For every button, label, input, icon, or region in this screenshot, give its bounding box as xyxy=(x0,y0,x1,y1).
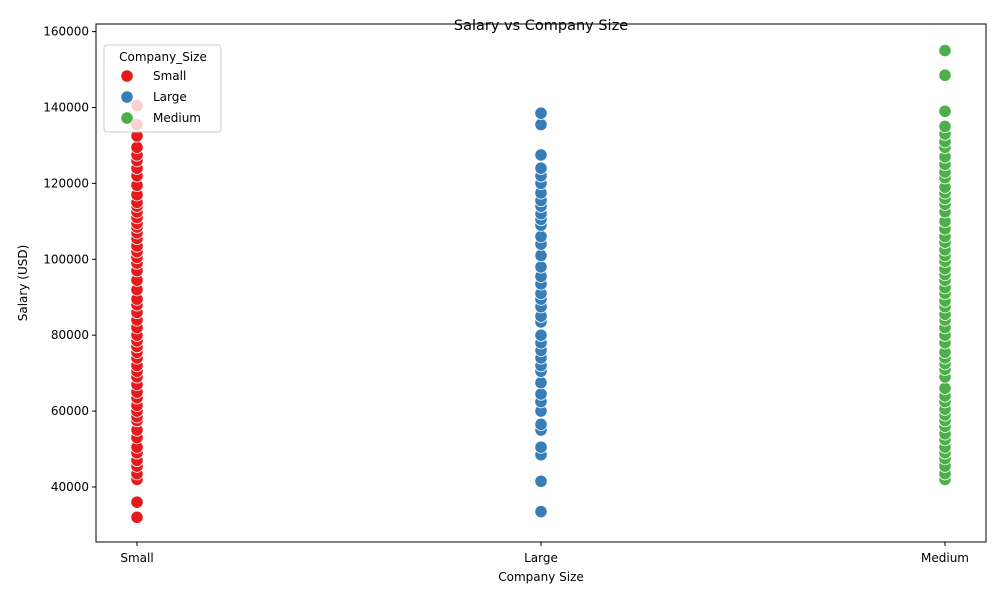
data-point-large xyxy=(534,148,548,162)
y-tick-label: 160000 xyxy=(43,25,89,39)
data-point-small xyxy=(130,140,144,154)
y-axis-ticks: 40000 60000 80000 100000 120000 140000 160000 xyxy=(43,25,96,494)
data-point-small xyxy=(130,510,144,524)
x-tick-label: Small xyxy=(120,551,153,565)
legend-label-large: Large xyxy=(153,90,187,104)
data-point-large xyxy=(534,229,548,244)
data-point-medium xyxy=(938,119,952,134)
data-point-medium xyxy=(938,381,952,395)
data-point-large xyxy=(534,248,548,263)
y-axis-label: Salary (USD) xyxy=(16,245,30,322)
legend-entries: Small Large Medium xyxy=(120,69,201,125)
data-point-large xyxy=(534,417,548,431)
legend-box xyxy=(103,44,222,133)
legend-label-medium: Medium xyxy=(153,111,201,125)
data-point-large xyxy=(534,328,548,342)
data-point-small xyxy=(130,495,144,509)
data-point-large xyxy=(534,505,548,519)
y-tick-label: 40000 xyxy=(51,480,89,494)
x-axis-ticks: Small Large Medium xyxy=(120,542,969,565)
data-point-large xyxy=(534,440,548,454)
x-tick-label: Medium xyxy=(921,551,969,565)
data-point-large xyxy=(534,106,548,120)
y-tick-label: 140000 xyxy=(43,100,89,114)
data-point-large xyxy=(534,474,548,488)
data-point-large xyxy=(534,387,548,401)
data-point-large xyxy=(534,260,548,274)
data-point-medium xyxy=(938,104,952,118)
data-point-large xyxy=(534,376,548,390)
y-tick-label: 120000 xyxy=(43,176,89,190)
data-point-large xyxy=(534,117,548,132)
chart-title: Salary vs Company Size xyxy=(454,18,628,34)
x-tick-label: Large xyxy=(524,551,558,565)
data-point-medium xyxy=(938,68,952,82)
legend-marker-large xyxy=(120,90,134,104)
data-point-medium xyxy=(938,43,952,58)
y-tick-label: 80000 xyxy=(51,328,89,342)
legend-label-small: Small xyxy=(153,69,186,83)
legend-marker-medium xyxy=(120,111,134,125)
legend-marker-small xyxy=(120,69,134,83)
legend: Company_Size Small Large Medium xyxy=(103,44,222,133)
data-point-large xyxy=(534,161,548,175)
y-tick-label: 100000 xyxy=(43,252,89,266)
y-tick-label: 60000 xyxy=(51,404,89,418)
data-points xyxy=(130,43,952,524)
x-axis-label: Company Size xyxy=(498,570,584,584)
legend-title: Company_Size xyxy=(119,50,207,64)
